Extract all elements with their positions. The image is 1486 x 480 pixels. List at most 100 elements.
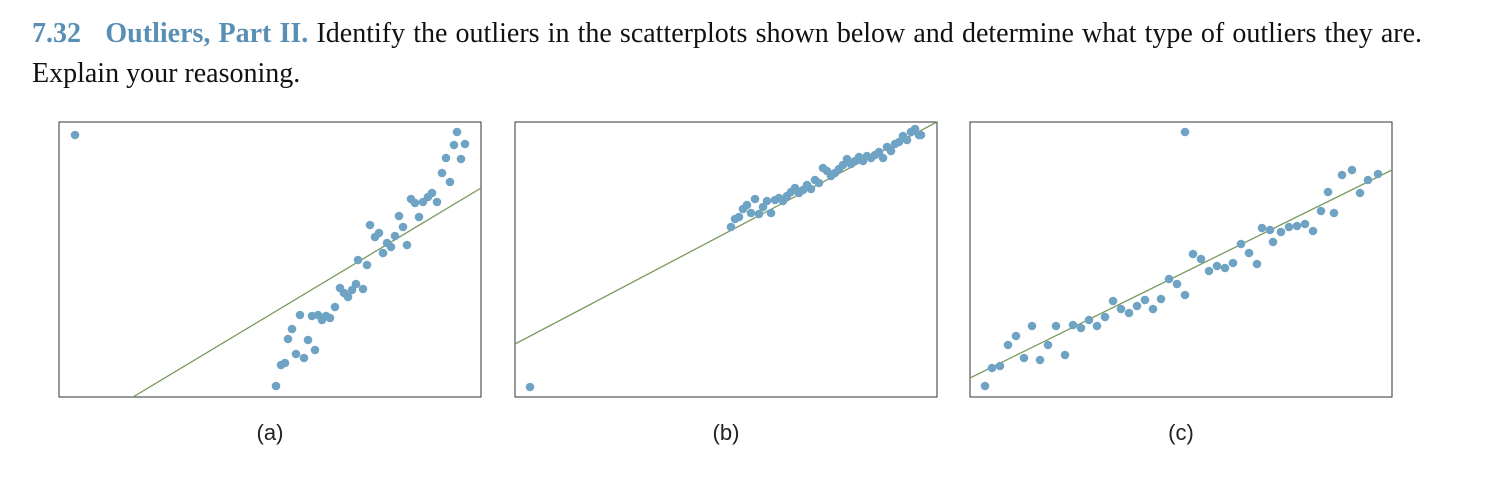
- point: [402, 240, 412, 250]
- point: [310, 345, 320, 355]
- point: [987, 363, 997, 373]
- point: [1180, 290, 1190, 300]
- point: [1236, 239, 1246, 249]
- point: [1068, 320, 1078, 330]
- point: [1051, 321, 1061, 331]
- problem-text: Identify the outliers in the scatterplot…: [32, 18, 1423, 89]
- point: [1019, 353, 1029, 363]
- plot-frame: [58, 121, 482, 398]
- point: [980, 381, 990, 391]
- point: [283, 334, 293, 344]
- point: [374, 228, 384, 238]
- point: [995, 361, 1005, 371]
- point: [70, 130, 80, 140]
- problem: 7.32 Outliers, Part II. Identify the out…: [32, 14, 1422, 94]
- point: [365, 220, 375, 230]
- point: [449, 140, 459, 150]
- point: [1196, 254, 1206, 264]
- point: [299, 353, 309, 363]
- point: [1188, 249, 1198, 259]
- fit-line: [132, 187, 481, 397]
- point: [886, 146, 896, 156]
- point: [1308, 226, 1318, 236]
- point: [1148, 304, 1158, 314]
- point: [378, 248, 388, 258]
- point: [386, 242, 396, 252]
- point: [878, 153, 888, 163]
- point: [351, 279, 361, 289]
- point: [325, 313, 335, 323]
- plot-frame: [514, 121, 938, 398]
- point: [766, 208, 776, 218]
- point: [1076, 323, 1086, 333]
- point: [362, 260, 372, 270]
- figure-caption: (b): [713, 420, 740, 445]
- point: [280, 358, 290, 368]
- point: [1035, 355, 1045, 365]
- point: [1329, 208, 1339, 218]
- point: [1323, 187, 1333, 197]
- point: [1156, 294, 1166, 304]
- point: [1337, 170, 1347, 180]
- point: [1228, 258, 1238, 268]
- point: [295, 310, 305, 320]
- point: [1180, 127, 1190, 137]
- point: [271, 381, 281, 391]
- figure-caption: (a): [257, 420, 284, 445]
- point: [1265, 225, 1275, 235]
- point: [414, 212, 424, 222]
- point: [754, 209, 764, 219]
- point: [390, 231, 400, 241]
- point: [1092, 321, 1102, 331]
- point: [1060, 350, 1070, 360]
- point: [1220, 263, 1230, 273]
- point: [1116, 304, 1126, 314]
- fit-line: [970, 169, 1392, 379]
- point: [1347, 165, 1357, 175]
- point: [1268, 237, 1278, 247]
- point: [1363, 175, 1373, 185]
- point: [291, 349, 301, 359]
- point: [353, 255, 363, 265]
- point: [1164, 274, 1174, 284]
- point: [394, 211, 404, 221]
- point: [734, 212, 744, 222]
- point: [410, 198, 420, 208]
- point: [343, 292, 353, 302]
- point: [1132, 301, 1142, 311]
- point: [750, 194, 760, 204]
- point: [916, 130, 926, 140]
- point: [1292, 221, 1302, 231]
- point: [1003, 340, 1013, 350]
- point: [1140, 295, 1150, 305]
- problem-title: Outliers, Part II.: [105, 18, 309, 49]
- point: [452, 127, 462, 137]
- point: [525, 382, 535, 392]
- point: [1252, 259, 1262, 269]
- point: [1204, 266, 1214, 276]
- point: [1084, 315, 1094, 325]
- point: [1027, 321, 1037, 331]
- point: [1373, 169, 1383, 179]
- point: [437, 168, 447, 178]
- plot-frame: [969, 121, 1393, 398]
- point: [762, 196, 772, 206]
- point: [456, 154, 466, 164]
- point: [1124, 308, 1134, 318]
- point: [445, 177, 455, 187]
- point: [726, 222, 736, 232]
- point: [746, 208, 756, 218]
- point: [398, 222, 408, 232]
- figure-caption: (c): [1168, 420, 1194, 445]
- point: [432, 197, 442, 207]
- problem-number: 7.32: [32, 18, 81, 49]
- point: [1284, 222, 1294, 232]
- point: [1257, 223, 1267, 233]
- point: [427, 188, 437, 198]
- point: [1108, 296, 1118, 306]
- point: [460, 139, 470, 149]
- point: [1316, 206, 1326, 216]
- point: [742, 200, 752, 210]
- point: [814, 178, 824, 188]
